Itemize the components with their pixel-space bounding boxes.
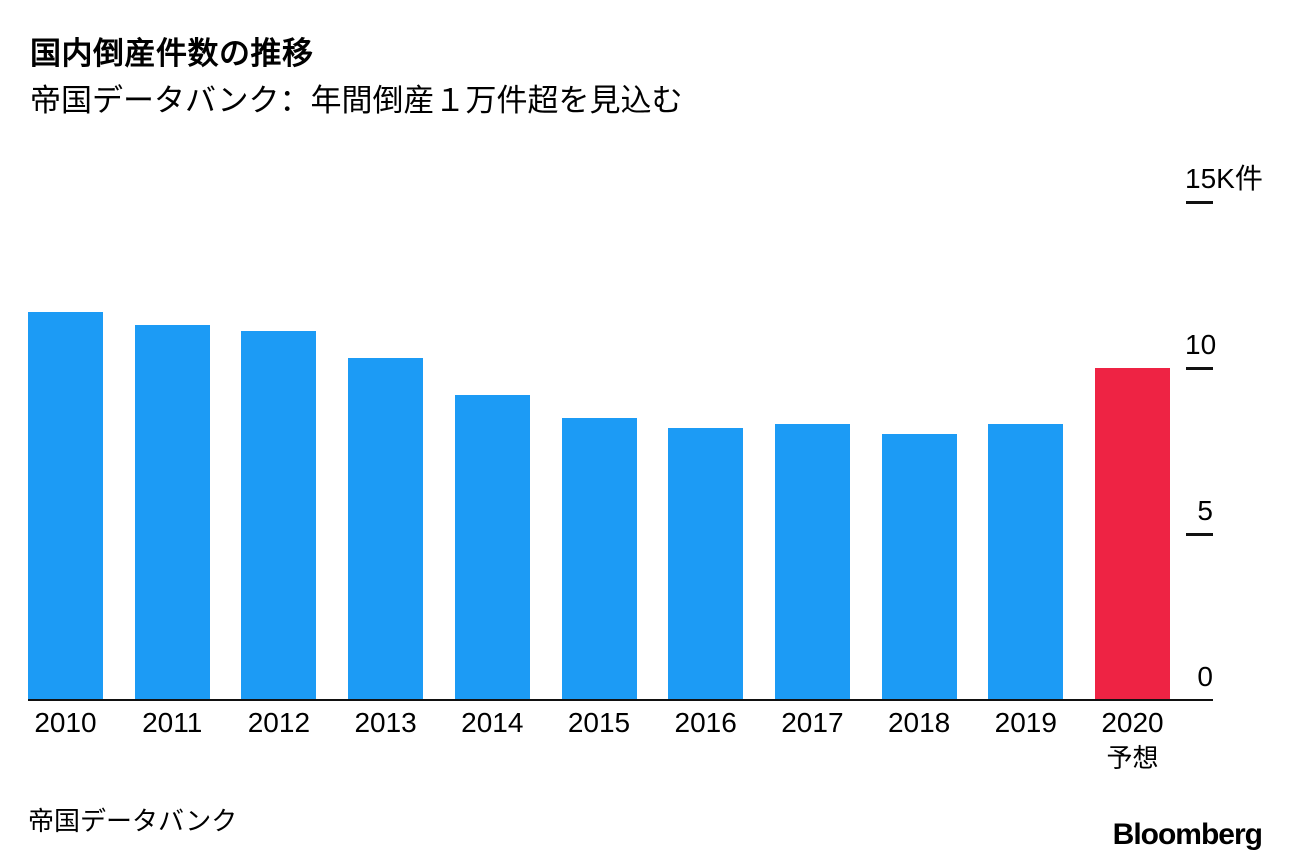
x-tick-label-2018: 2018 — [887, 707, 951, 738]
y-tick-mark-5 — [1186, 533, 1213, 536]
bar-2016 — [668, 427, 744, 700]
y-tick-label-10: 10 — [1185, 329, 1217, 360]
bar-2018 — [881, 434, 957, 700]
bar-2020 — [1095, 368, 1170, 700]
y-tick-mark-10 — [1186, 367, 1213, 370]
y-tick-label-0: 0 — [1197, 661, 1213, 692]
bar-2011 — [134, 324, 210, 700]
forecast-note-label: 予想 — [1106, 743, 1159, 773]
bar-2010 — [28, 311, 103, 700]
x-tick-label-2013: 2013 — [354, 707, 417, 738]
bar-2012 — [241, 331, 317, 700]
y-tick-label-5: 5 — [1197, 495, 1213, 526]
x-tick-label-2017: 2017 — [781, 707, 844, 738]
x-tick-label-2010: 2010 — [34, 707, 97, 738]
x-tick-label-2012: 2012 — [247, 707, 311, 738]
y-tick-mark-15 — [1186, 201, 1213, 204]
source-label: 帝国データバンク — [28, 806, 238, 836]
x-tick-label-2014: 2014 — [461, 707, 524, 738]
x-tick-label-2015: 2015 — [567, 707, 631, 738]
x-tick-label-2019: 2019 — [994, 707, 1057, 738]
y-tick-label-15: 15K件 — [1185, 163, 1263, 194]
bar-2014 — [454, 394, 530, 700]
x-axis-line — [28, 699, 1213, 701]
bar-2019 — [988, 424, 1064, 700]
chart-title: 国内倒産件数の推移 — [30, 36, 314, 71]
x-tick-label-2016: 2016 — [674, 707, 737, 738]
x-tick-label-2011: 2011 — [142, 707, 203, 738]
bar-2013 — [348, 358, 424, 700]
bar-2017 — [774, 424, 850, 700]
x-tick-label-2020: 2020 — [1101, 707, 1164, 738]
chart-subtitle: 帝国データバンク：年間倒産１万件超を見込む — [30, 83, 683, 118]
bloomberg-logo: Bloomberg — [1112, 818, 1263, 851]
bar-2015 — [561, 417, 637, 700]
